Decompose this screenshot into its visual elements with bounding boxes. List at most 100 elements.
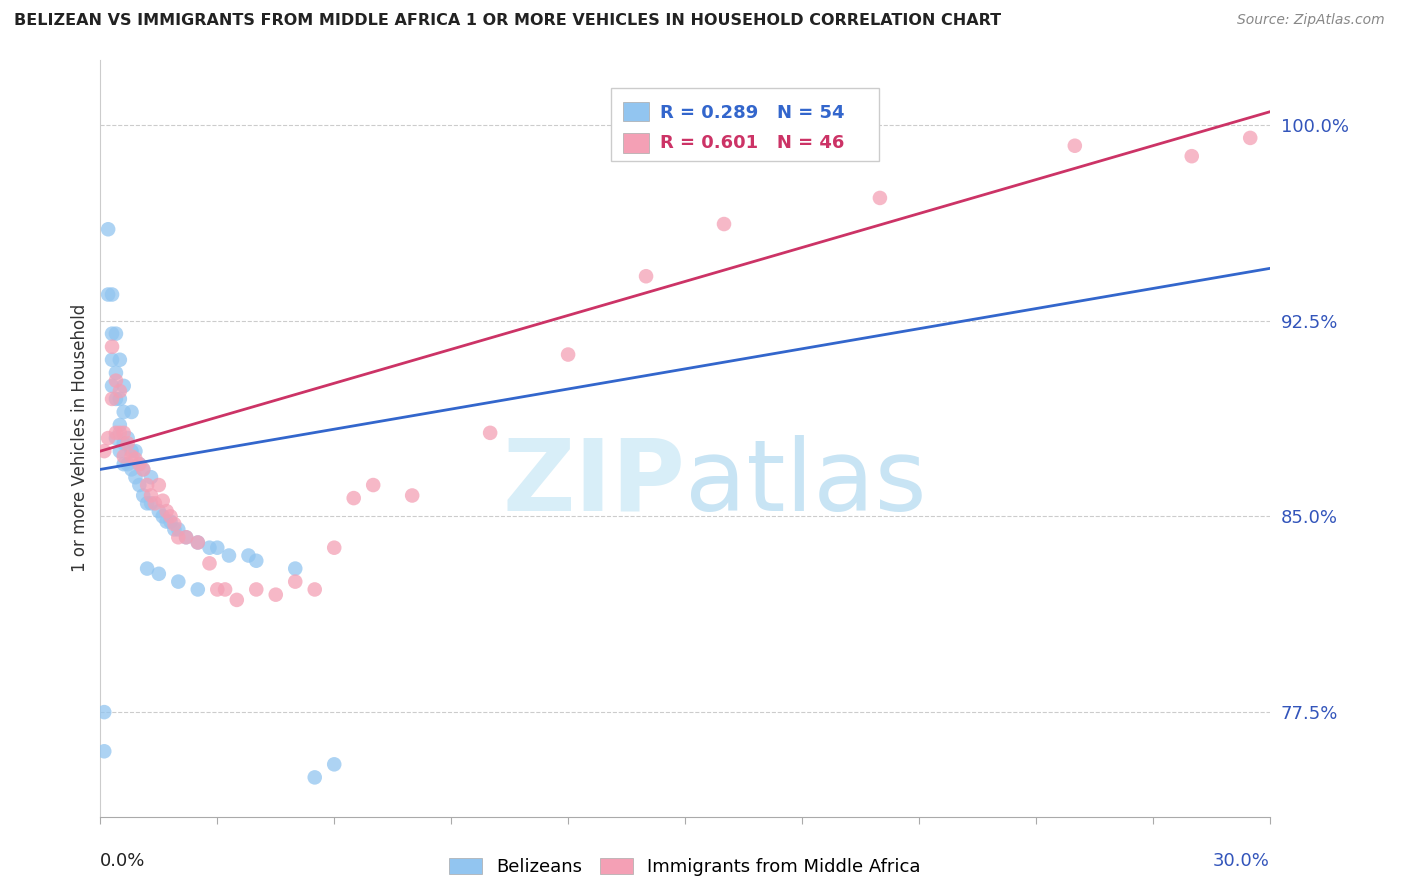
Point [108, 352, 131, 367]
Point [198, 541, 221, 555]
Point [112, 379, 135, 393]
Point [124, 452, 146, 467]
Point [1239, 131, 1261, 145]
Point [1063, 138, 1085, 153]
Point [174, 530, 197, 544]
Point [245, 582, 267, 597]
Point [323, 757, 346, 772]
Point [117, 457, 139, 471]
Point [238, 549, 260, 563]
Point [304, 771, 326, 785]
Point [117, 436, 139, 450]
Text: R = 0.289   N = 54: R = 0.289 N = 54 [659, 104, 845, 122]
Point [479, 425, 502, 440]
Point [159, 509, 181, 524]
Point [132, 462, 155, 476]
Point [101, 379, 124, 393]
Point [167, 574, 190, 589]
Point [128, 478, 150, 492]
Point [1181, 149, 1204, 163]
Point [112, 405, 135, 419]
Point [101, 392, 124, 406]
Point [112, 450, 135, 464]
Point [207, 582, 229, 597]
Point [97, 222, 120, 236]
Point [93, 744, 115, 758]
Point [557, 347, 579, 361]
Point [143, 496, 166, 510]
Point [93, 705, 115, 719]
Point [108, 417, 131, 432]
Point [634, 269, 657, 284]
Text: Source: ZipAtlas.com: Source: ZipAtlas.com [1237, 13, 1385, 28]
Point [156, 515, 179, 529]
Point [148, 478, 170, 492]
Point [869, 191, 891, 205]
Point [136, 496, 159, 510]
Point [132, 488, 155, 502]
Point [101, 352, 124, 367]
Point [167, 530, 190, 544]
Point [225, 593, 247, 607]
Point [284, 574, 307, 589]
Point [112, 457, 135, 471]
Point [174, 530, 197, 544]
Point [128, 457, 150, 471]
Point [108, 384, 131, 398]
Point [124, 444, 146, 458]
Point [343, 491, 366, 505]
Point [187, 582, 209, 597]
Point [108, 392, 131, 406]
Point [108, 444, 131, 458]
Point [97, 431, 120, 445]
Point [139, 470, 162, 484]
Point [101, 326, 124, 341]
Point [207, 541, 229, 555]
Point [304, 582, 326, 597]
Point [152, 509, 174, 524]
Point [401, 488, 423, 502]
Text: R = 0.601   N = 46: R = 0.601 N = 46 [659, 135, 844, 153]
Point [128, 457, 150, 471]
Point [187, 535, 209, 549]
Point [101, 287, 124, 301]
Text: atlas: atlas [685, 435, 927, 532]
Point [214, 582, 236, 597]
Point [187, 535, 209, 549]
Point [139, 488, 162, 502]
Point [104, 392, 127, 406]
Point [121, 462, 143, 476]
Point [284, 561, 307, 575]
Point [198, 557, 221, 571]
Point [152, 493, 174, 508]
Point [112, 436, 135, 450]
Point [139, 496, 162, 510]
Point [112, 425, 135, 440]
Point [104, 326, 127, 341]
Text: BELIZEAN VS IMMIGRANTS FROM MIDDLE AFRICA 1 OR MORE VEHICLES IN HOUSEHOLD CORREL: BELIZEAN VS IMMIGRANTS FROM MIDDLE AFRIC… [14, 13, 1001, 29]
Point [361, 478, 384, 492]
Point [163, 517, 186, 532]
Point [148, 566, 170, 581]
Point [218, 549, 240, 563]
Point [121, 450, 143, 464]
Point [104, 431, 127, 445]
Y-axis label: 1 or more Vehicles in Household: 1 or more Vehicles in Household [72, 304, 89, 572]
Point [101, 340, 124, 354]
Text: ZIP: ZIP [502, 435, 685, 532]
Text: 30.0%: 30.0% [1213, 852, 1270, 871]
Point [121, 444, 143, 458]
Point [167, 523, 190, 537]
Point [97, 287, 120, 301]
Point [108, 425, 131, 440]
Point [124, 470, 146, 484]
Point [713, 217, 735, 231]
Point [104, 425, 127, 440]
Point [117, 431, 139, 445]
Point [93, 444, 115, 458]
Point [132, 462, 155, 476]
Legend: Belizeans, Immigrants from Middle Africa: Belizeans, Immigrants from Middle Africa [441, 850, 928, 883]
Point [163, 523, 186, 537]
Point [104, 366, 127, 380]
Point [136, 478, 159, 492]
